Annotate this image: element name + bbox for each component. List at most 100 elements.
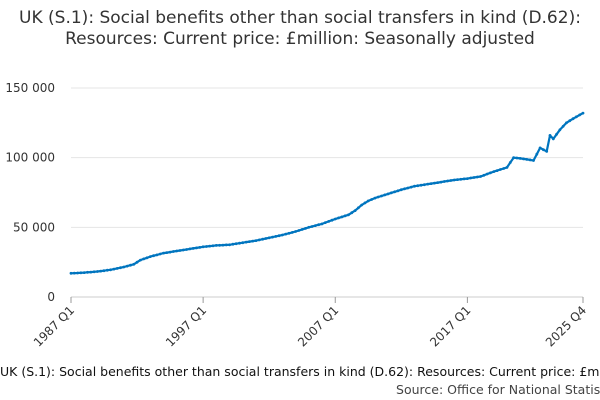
data-point[interactable] <box>139 258 142 262</box>
data-point[interactable] <box>446 179 449 183</box>
data-point[interactable] <box>469 176 473 180</box>
data-point[interactable] <box>353 209 357 213</box>
data-point[interactable] <box>522 157 525 161</box>
data-point[interactable] <box>86 270 89 274</box>
data-point[interactable] <box>122 265 126 269</box>
data-point[interactable] <box>300 228 304 231</box>
data-point[interactable] <box>390 191 393 195</box>
data-point[interactable] <box>363 201 367 205</box>
data-point[interactable] <box>380 194 383 198</box>
data-point[interactable] <box>528 158 532 162</box>
data-point[interactable] <box>482 173 486 177</box>
data-point[interactable] <box>297 229 301 232</box>
data-point[interactable] <box>158 252 162 256</box>
data-point[interactable] <box>456 178 459 182</box>
data-point[interactable] <box>320 222 324 226</box>
data-point[interactable] <box>271 235 274 239</box>
data-point[interactable] <box>571 117 575 121</box>
data-point[interactable] <box>565 121 568 125</box>
data-point[interactable] <box>307 225 311 229</box>
data-point[interactable] <box>452 178 456 182</box>
data-point[interactable] <box>525 158 529 161</box>
data-point[interactable] <box>347 213 350 217</box>
data-point[interactable] <box>76 271 79 275</box>
data-point[interactable] <box>211 244 215 248</box>
data-point[interactable] <box>403 187 406 191</box>
data-point[interactable] <box>423 183 426 187</box>
data-point[interactable] <box>172 250 175 253</box>
data-point[interactable] <box>198 246 202 249</box>
data-point[interactable] <box>548 134 552 137</box>
data-point[interactable] <box>188 247 192 251</box>
data-point[interactable] <box>195 246 198 250</box>
data-point[interactable] <box>413 184 416 188</box>
data-point[interactable] <box>485 172 489 176</box>
data-point[interactable] <box>238 241 241 245</box>
data-point[interactable] <box>69 271 73 275</box>
data-point[interactable] <box>261 237 264 241</box>
data-point[interactable] <box>578 113 582 117</box>
data-point[interactable] <box>72 271 76 275</box>
data-point[interactable] <box>502 167 506 170</box>
data-point[interactable] <box>205 245 208 248</box>
data-point[interactable] <box>112 267 116 271</box>
data-point[interactable] <box>492 170 496 174</box>
data-point[interactable] <box>168 250 172 254</box>
data-point[interactable] <box>495 169 499 173</box>
data-point[interactable] <box>542 148 545 152</box>
data-point[interactable] <box>317 223 321 227</box>
data-point[interactable] <box>439 180 443 184</box>
data-point[interactable] <box>366 199 370 203</box>
data-point[interactable] <box>148 255 152 258</box>
data-point[interactable] <box>508 161 512 164</box>
data-point[interactable] <box>518 157 522 160</box>
data-point[interactable] <box>558 128 562 132</box>
data-point[interactable] <box>568 119 572 123</box>
data-point[interactable] <box>393 190 397 194</box>
data-point[interactable] <box>142 257 146 261</box>
data-point[interactable] <box>532 159 535 162</box>
data-point[interactable] <box>135 260 139 264</box>
data-point[interactable] <box>241 241 245 245</box>
data-point[interactable] <box>337 216 340 220</box>
data-point[interactable] <box>82 271 86 274</box>
data-point[interactable] <box>277 234 281 238</box>
data-point[interactable] <box>234 242 238 246</box>
data-point[interactable] <box>218 243 222 247</box>
data-point[interactable] <box>360 203 364 207</box>
data-point[interactable] <box>499 168 502 171</box>
data-point[interactable] <box>386 192 390 196</box>
data-point[interactable] <box>575 115 578 119</box>
data-point[interactable] <box>409 185 413 189</box>
data-point[interactable] <box>251 239 255 243</box>
data-point[interactable] <box>257 238 261 242</box>
data-point[interactable] <box>165 251 169 255</box>
data-point[interactable] <box>323 221 327 225</box>
data-point[interactable] <box>426 182 430 186</box>
data-point[interactable] <box>433 181 436 185</box>
data-point[interactable] <box>373 196 377 200</box>
data-point[interactable] <box>119 266 122 270</box>
data-point[interactable] <box>436 181 440 185</box>
data-point[interactable] <box>442 180 446 183</box>
data-point[interactable] <box>267 236 271 240</box>
data-point[interactable] <box>248 240 251 244</box>
data-point[interactable] <box>264 237 268 240</box>
data-point[interactable] <box>284 232 288 236</box>
data-point[interactable] <box>462 177 466 181</box>
data-point[interactable] <box>132 262 136 266</box>
data-point[interactable] <box>294 230 297 233</box>
data-point[interactable] <box>489 171 492 175</box>
data-point[interactable] <box>416 184 420 188</box>
data-point[interactable] <box>155 253 159 257</box>
data-point[interactable] <box>254 239 258 243</box>
data-point[interactable] <box>340 215 344 219</box>
data-point[interactable] <box>343 214 347 218</box>
data-point[interactable] <box>429 182 433 186</box>
data-point[interactable] <box>178 249 182 252</box>
data-point[interactable] <box>185 248 189 251</box>
data-point[interactable] <box>396 189 400 193</box>
data-point[interactable] <box>115 267 119 270</box>
data-point[interactable] <box>581 111 585 115</box>
data-point[interactable] <box>290 231 294 234</box>
